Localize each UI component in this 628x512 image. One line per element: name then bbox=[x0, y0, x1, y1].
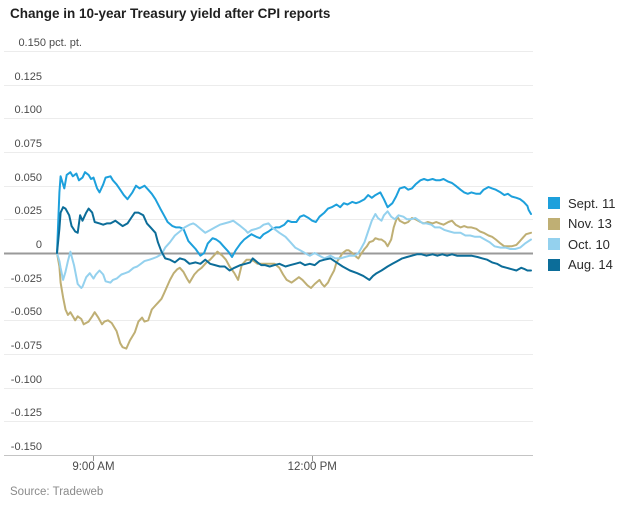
legend-item-oct-10: Oct. 10 bbox=[548, 236, 615, 252]
y-axis-tick-label: -0.050 bbox=[10, 306, 42, 319]
y-axis-tick-label: 0.050 bbox=[14, 171, 42, 184]
series-line-sept-11 bbox=[56, 171, 532, 258]
legend-swatch-sept-11 bbox=[548, 197, 560, 209]
legend-label-aug-14: Aug. 14 bbox=[568, 257, 613, 272]
y-axis-unit-label: pct. pt. bbox=[48, 37, 82, 50]
legend-label-oct-10: Oct. 10 bbox=[568, 236, 610, 252]
y-axis-tick-label: 0 bbox=[35, 239, 42, 251]
chart-title: Change in 10-year Treasury yield after C… bbox=[10, 6, 331, 21]
y-axis-tick-label: -0.100 bbox=[10, 373, 42, 386]
legend-label-nov-13: Nov. 13 bbox=[568, 216, 612, 231]
y-axis-tick-label: 0.075 bbox=[14, 138, 42, 151]
x-axis-tick-label: 9:00 AM bbox=[72, 461, 115, 473]
legend-item-sept-11: Sept. 11 bbox=[548, 195, 616, 211]
legend-swatch-oct-10 bbox=[548, 238, 560, 250]
y-axis-tick-label: 0.025 bbox=[14, 205, 42, 218]
series-line-nov-13 bbox=[56, 215, 532, 350]
y-axis-tick-label: -0.125 bbox=[10, 407, 42, 420]
y-axis-tick-label: -0.075 bbox=[10, 339, 42, 352]
series-line-oct-10 bbox=[56, 210, 532, 289]
source-note: Source: Tradeweb bbox=[10, 486, 104, 498]
legend: Sept. 11 Nov. 13 Oct. 10 Aug. 14 bbox=[548, 196, 615, 278]
y-axis-tick-label: 0.100 bbox=[14, 104, 42, 117]
x-axis-tick-label: 12:00 PM bbox=[287, 461, 337, 473]
legend-item-nov-13: Nov. 13 bbox=[548, 216, 615, 231]
y-axis-tick-label: -0.025 bbox=[10, 272, 42, 285]
series-line-aug-14 bbox=[56, 206, 532, 281]
y-axis-tick-label: 0.125 bbox=[14, 70, 42, 83]
legend-item-aug-14: Aug. 14 bbox=[548, 257, 615, 272]
y-axis-tick-label: 0.150 pct. pt. bbox=[18, 37, 82, 50]
legend-label-sept-11: Sept. 11 bbox=[568, 195, 616, 211]
y-axis-tick-label: -0.150 bbox=[10, 440, 42, 453]
legend-swatch-nov-13 bbox=[548, 217, 560, 230]
legend-swatch-aug-14 bbox=[548, 258, 560, 271]
